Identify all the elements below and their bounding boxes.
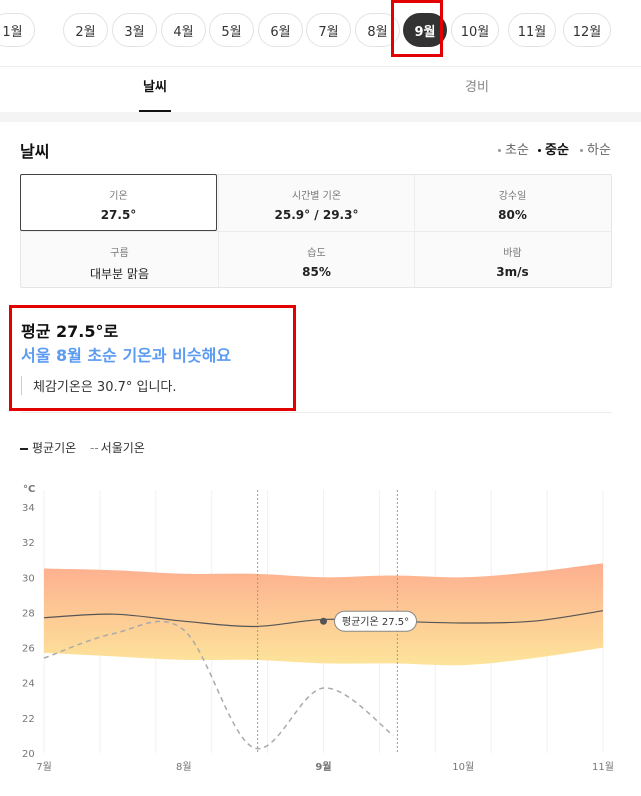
tab-weather[interactable]: 날씨 [143, 80, 167, 95]
tab-expenses[interactable]: 경비 [465, 80, 489, 95]
month-pill-7[interactable]: 7월 [306, 13, 351, 47]
month-selector: 1월 2월 3월 4월 5월 6월 7월 8월 9월 10월 11월 12월 [0, 13, 641, 49]
month-pill-12[interactable]: 12월 [563, 13, 611, 47]
stat-hourly-temp[interactable]: 시간별 기온 25.9° / 29.3° [218, 175, 415, 232]
selected-month-highlight [391, 0, 443, 57]
feels-like-text: 체감기온은 30.7° 입니다. [21, 376, 177, 395]
seoul-temp-line [43, 620, 394, 750]
legend-avg: 평균기온 [32, 441, 77, 455]
period-late[interactable]: 하순 [580, 139, 611, 158]
x-tick-label: 9월 [315, 761, 331, 773]
x-tick-label: 10월 [452, 761, 474, 773]
y-tick-label: 26 [22, 644, 35, 655]
temperature-chart: °C 20 22 24 26 28 30 32 34 7월 8월 9월 10월 11월 평균기온 27.5° [22, 484, 614, 773]
divider [20, 412, 612, 413]
x-tick-label: 7월 [36, 761, 52, 773]
x-tick-label: 11월 [592, 761, 614, 773]
stat-value: 대부분 맑음 [89, 267, 149, 281]
stat-temperature[interactable]: 기온 27.5° [20, 174, 217, 231]
stat-value: 3m/s [496, 265, 529, 279]
stat-cloud[interactable]: 구름 대부분 맑음 [21, 232, 218, 289]
y-tick-label: 24 [22, 679, 35, 690]
section-divider [0, 112, 641, 122]
month-pill-9[interactable]: 9월 [403, 13, 447, 47]
summary-highlight [9, 305, 296, 411]
stat-label: 구름 [110, 248, 129, 259]
chart-legend: 평균기온 -- 서울기온 [20, 439, 145, 456]
month-pill-3[interactable]: 3월 [112, 13, 157, 47]
section-title: 날씨 [20, 142, 50, 161]
legend-dashed-swatch: -- [90, 441, 99, 455]
y-tick-label: 34 [22, 503, 35, 514]
tooltip-label: 평균기온 27.5° [342, 616, 409, 628]
tab-underline [139, 110, 171, 112]
grid-line [21, 231, 611, 232]
legend-seoul: 서울기온 [100, 441, 145, 455]
summary-comparison: 서울 8월 초순 기온과 비슷해요 [21, 346, 232, 365]
stat-humidity[interactable]: 습도 85% [218, 232, 415, 289]
stat-wind[interactable]: 바람 3m/s [414, 232, 611, 289]
stat-value: 25.9° / 29.3° [274, 208, 359, 222]
stat-precip-days[interactable]: 강수일 80% [414, 175, 611, 232]
month-pill-5[interactable]: 5월 [209, 13, 254, 47]
period-mid[interactable]: 중순 [538, 139, 569, 158]
divider [0, 66, 641, 67]
stat-label: 시간별 기온 [291, 191, 342, 202]
month-pill-2[interactable]: 2월 [63, 13, 108, 47]
stat-label: 강수일 [498, 191, 527, 202]
y-tick-label: 30 [22, 573, 35, 584]
month-pill-1[interactable]: 1월 [0, 13, 35, 47]
weather-stats-grid: 기온 27.5° 시간별 기온 25.9° / 29.3° 강수일 80% 구름… [20, 174, 612, 288]
summary-average: 평균 27.5°로 [21, 322, 119, 341]
month-pill-6[interactable]: 6월 [258, 13, 303, 47]
y-tick-label: 28 [22, 608, 35, 619]
temperature-range-band [44, 563, 603, 666]
y-unit: °C [23, 484, 35, 495]
month-pill-4[interactable]: 4월 [161, 13, 206, 47]
stat-value: 80% [498, 208, 527, 222]
stat-label: 기온 [109, 191, 128, 202]
y-tick-label: 32 [22, 538, 35, 549]
x-tick-label: 8월 [176, 761, 192, 773]
stat-value: 85% [302, 265, 331, 279]
avg-temp-point [320, 617, 327, 625]
y-tick-label: 20 [22, 749, 35, 760]
month-pill-11[interactable]: 11월 [508, 13, 556, 47]
stat-label: 습도 [307, 248, 326, 259]
month-pill-10[interactable]: 10월 [451, 13, 499, 47]
tooltip-box [334, 610, 417, 632]
legend-solid-swatch [20, 447, 28, 450]
y-tick-label: 22 [22, 714, 35, 725]
stat-value: 27.5° [100, 208, 137, 222]
stat-label: 바람 [503, 248, 522, 259]
period-early[interactable]: 초순 [498, 139, 529, 158]
